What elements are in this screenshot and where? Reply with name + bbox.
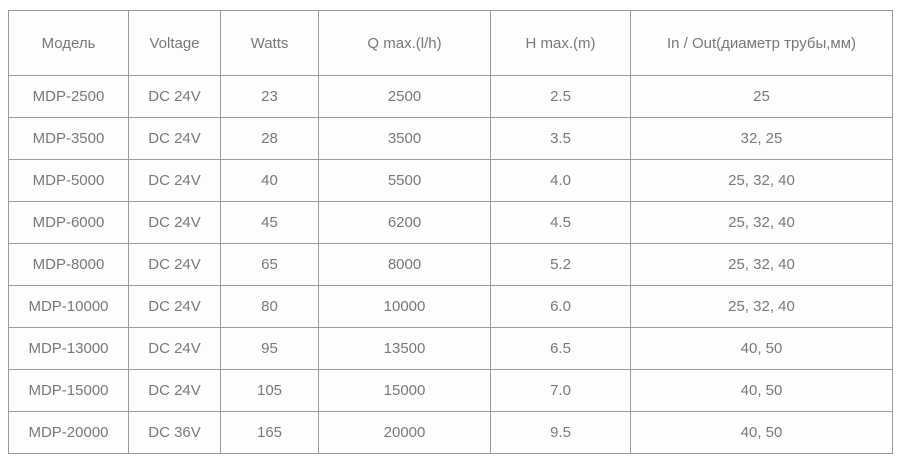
cell-inout: 25 xyxy=(630,75,893,118)
cell-qmax: 20000 xyxy=(318,411,491,454)
header-model: Модель xyxy=(8,10,129,76)
cell-voltage: DC 24V xyxy=(128,159,221,202)
table-row: MDP-6000 DC 24V 45 6200 4.5 25, 32, 40 xyxy=(8,201,893,244)
cell-hmax: 4.5 xyxy=(490,201,631,244)
header-qmax: Q max.(l/h) xyxy=(318,10,491,76)
cell-qmax: 10000 xyxy=(318,285,491,328)
cell-qmax: 5500 xyxy=(318,159,491,202)
cell-watts: 165 xyxy=(220,411,319,454)
cell-watts: 95 xyxy=(220,327,319,370)
cell-inout: 40, 50 xyxy=(630,327,893,370)
cell-watts: 105 xyxy=(220,369,319,412)
cell-model: MDP-13000 xyxy=(8,327,129,370)
cell-hmax: 7.0 xyxy=(490,369,631,412)
cell-hmax: 3.5 xyxy=(490,117,631,160)
cell-inout: 40, 50 xyxy=(630,411,893,454)
cell-watts: 40 xyxy=(220,159,319,202)
table-row: MDP-5000 DC 24V 40 5500 4.0 25, 32, 40 xyxy=(8,159,893,202)
cell-model: MDP-2500 xyxy=(8,75,129,118)
cell-model: MDP-3500 xyxy=(8,117,129,160)
cell-qmax: 8000 xyxy=(318,243,491,286)
table-body: MDP-2500 DC 24V 23 2500 2.5 25 MDP-3500 … xyxy=(8,75,893,454)
table-row: MDP-20000 DC 36V 165 20000 9.5 40, 50 xyxy=(8,411,893,454)
cell-qmax: 15000 xyxy=(318,369,491,412)
cell-voltage: DC 24V xyxy=(128,75,221,118)
table-row: MDP-2500 DC 24V 23 2500 2.5 25 xyxy=(8,75,893,118)
table-row: MDP-8000 DC 24V 65 8000 5.2 25, 32, 40 xyxy=(8,243,893,286)
cell-model: MDP-6000 xyxy=(8,201,129,244)
cell-watts: 23 xyxy=(220,75,319,118)
cell-inout: 25, 32, 40 xyxy=(630,243,893,286)
cell-model: MDP-20000 xyxy=(8,411,129,454)
cell-model: MDP-5000 xyxy=(8,159,129,202)
cell-model: MDP-10000 xyxy=(8,285,129,328)
cell-voltage: DC 24V xyxy=(128,201,221,244)
pump-spec-table: Модель Voltage Watts Q max.(l/h) H max.(… xyxy=(8,10,893,454)
cell-inout: 40, 50 xyxy=(630,369,893,412)
header-voltage: Voltage xyxy=(128,10,221,76)
cell-hmax: 6.5 xyxy=(490,327,631,370)
header-watts: Watts xyxy=(220,10,319,76)
cell-watts: 28 xyxy=(220,117,319,160)
cell-qmax: 2500 xyxy=(318,75,491,118)
cell-voltage: DC 24V xyxy=(128,243,221,286)
cell-hmax: 5.2 xyxy=(490,243,631,286)
cell-model: MDP-8000 xyxy=(8,243,129,286)
cell-qmax: 3500 xyxy=(318,117,491,160)
cell-inout: 25, 32, 40 xyxy=(630,285,893,328)
pump-spec-table-container: Модель Voltage Watts Q max.(l/h) H max.(… xyxy=(8,10,893,454)
table-row: MDP-3500 DC 24V 28 3500 3.5 32, 25 xyxy=(8,117,893,160)
cell-inout: 32, 25 xyxy=(630,117,893,160)
cell-watts: 80 xyxy=(220,285,319,328)
cell-voltage: DC 24V xyxy=(128,369,221,412)
table-row: MDP-15000 DC 24V 105 15000 7.0 40, 50 xyxy=(8,369,893,412)
cell-watts: 45 xyxy=(220,201,319,244)
cell-hmax: 2.5 xyxy=(490,75,631,118)
cell-voltage: DC 24V xyxy=(128,327,221,370)
cell-qmax: 6200 xyxy=(318,201,491,244)
table-row: MDP-10000 DC 24V 80 10000 6.0 25, 32, 40 xyxy=(8,285,893,328)
header-row: Модель Voltage Watts Q max.(l/h) H max.(… xyxy=(8,10,893,76)
cell-hmax: 9.5 xyxy=(490,411,631,454)
cell-qmax: 13500 xyxy=(318,327,491,370)
header-hmax: H max.(m) xyxy=(490,10,631,76)
cell-inout: 25, 32, 40 xyxy=(630,159,893,202)
cell-model: MDP-15000 xyxy=(8,369,129,412)
header-inout: In / Out(диаметр трубы,мм) xyxy=(630,10,893,76)
cell-voltage: DC 24V xyxy=(128,117,221,160)
cell-voltage: DC 36V xyxy=(128,411,221,454)
cell-watts: 65 xyxy=(220,243,319,286)
cell-inout: 25, 32, 40 xyxy=(630,201,893,244)
table-row: MDP-13000 DC 24V 95 13500 6.5 40, 50 xyxy=(8,327,893,370)
cell-hmax: 6.0 xyxy=(490,285,631,328)
cell-voltage: DC 24V xyxy=(128,285,221,328)
cell-hmax: 4.0 xyxy=(490,159,631,202)
